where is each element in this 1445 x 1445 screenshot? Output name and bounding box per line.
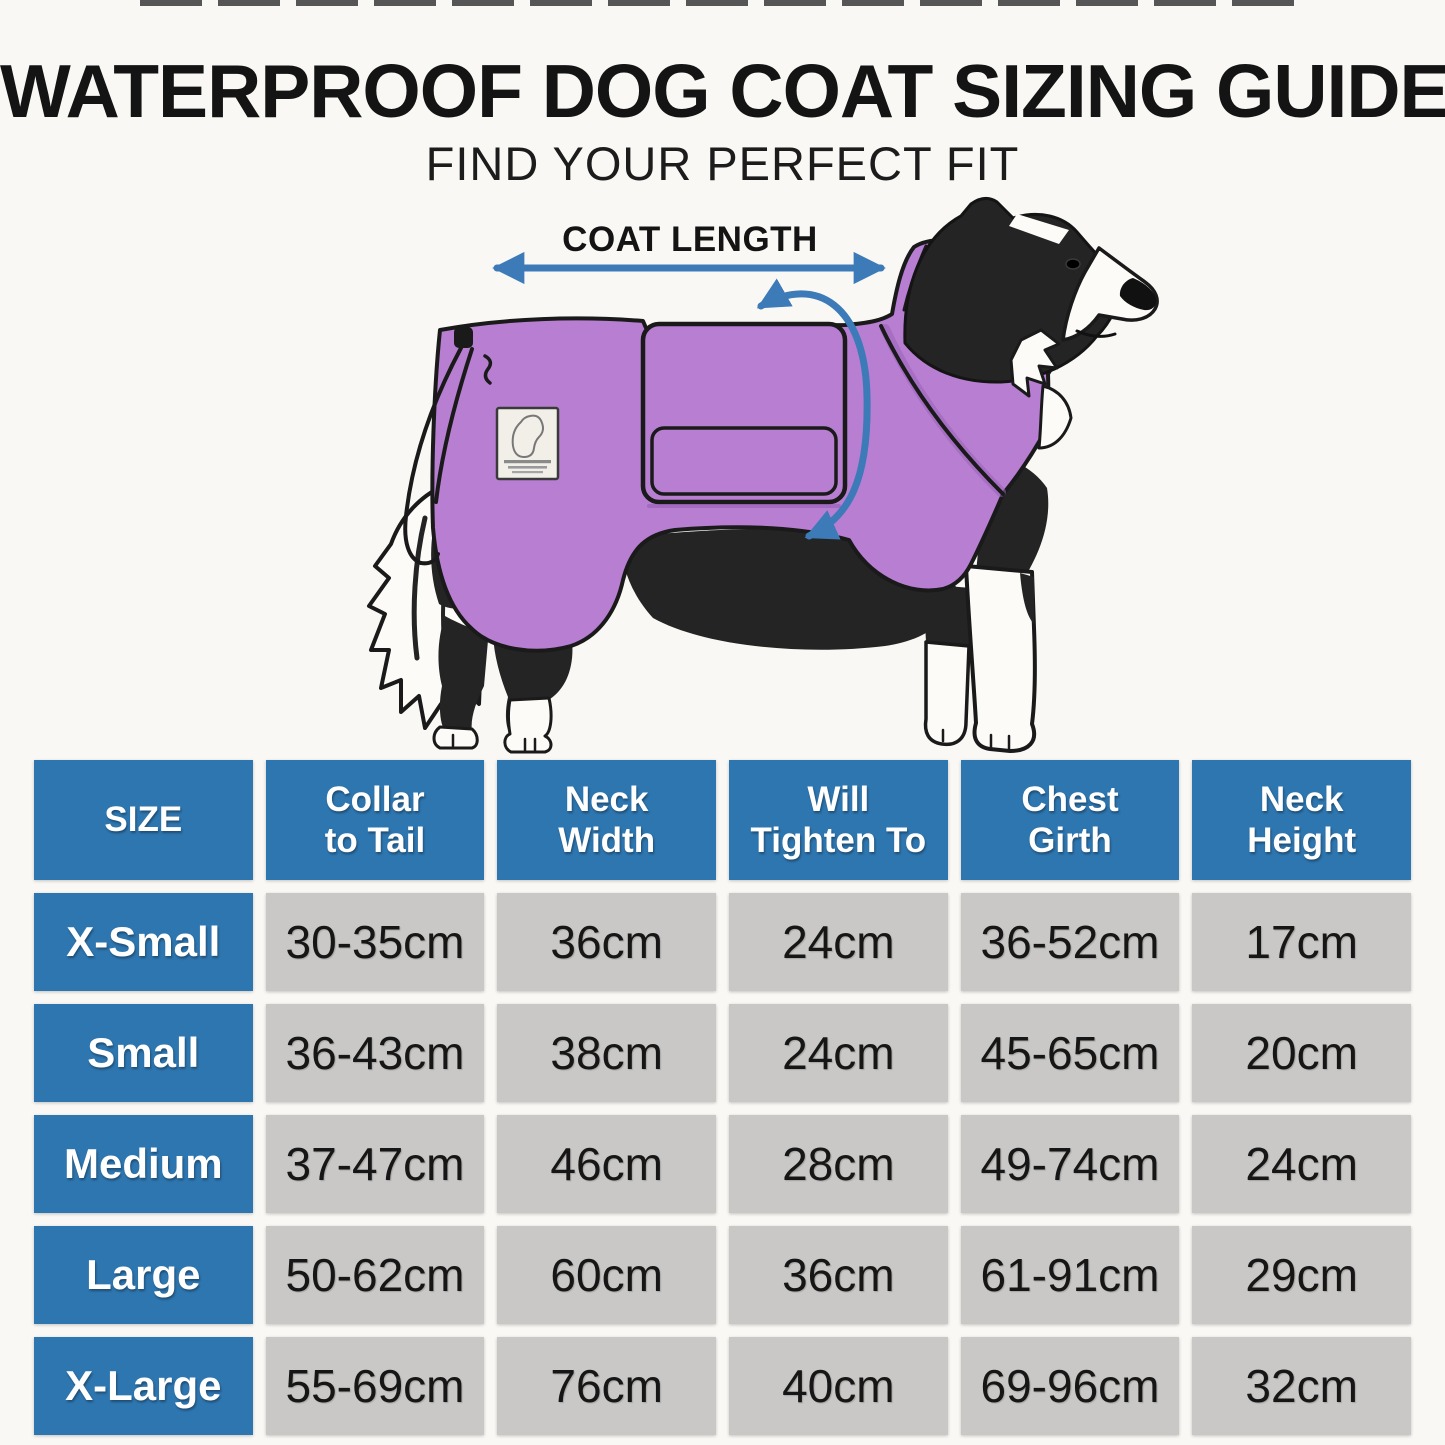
table-cell: 28cm xyxy=(729,1115,948,1213)
top-crop-artifact xyxy=(140,0,1308,6)
chest-girth-arrow xyxy=(756,278,871,540)
eye xyxy=(1065,258,1081,270)
table-cell: 29cm xyxy=(1192,1226,1411,1324)
table-cell: 24cm xyxy=(729,1004,948,1102)
header-cell-chest-girth: Chest Girth xyxy=(960,760,1180,880)
dog-illustration xyxy=(367,197,1159,754)
table-cell: 30-35cm xyxy=(265,893,485,991)
table-cell: 45-65cm xyxy=(960,1004,1180,1102)
size-cell-medium: Medium xyxy=(34,1115,253,1213)
table-cell: 20cm xyxy=(1192,1004,1411,1102)
nape-blaze xyxy=(1009,214,1069,244)
size-cell-large: Large xyxy=(34,1226,253,1324)
nose xyxy=(1119,278,1157,311)
table-cell: 37-47cm xyxy=(265,1115,485,1213)
table-cell: 24cm xyxy=(729,893,948,991)
size-cell-x-large: X-Large xyxy=(34,1337,253,1435)
table-cell: 50-62cm xyxy=(265,1226,485,1324)
table-cell: 49-74cm xyxy=(960,1115,1180,1213)
chest-blaze xyxy=(1037,384,1073,450)
coat-flap xyxy=(640,321,848,508)
table-cell: 76cm xyxy=(497,1337,716,1435)
table-cell: 36-52cm xyxy=(960,893,1180,991)
size-table: SIZE Collar to Tail Neck Width Will Tigh… xyxy=(34,760,1411,1435)
table-cell: 36-43cm xyxy=(265,1004,485,1102)
table-cell: 24cm xyxy=(1192,1115,1411,1213)
table-cell: 36cm xyxy=(497,893,716,991)
table-cell: 60cm xyxy=(497,1226,716,1324)
table-cell: 46cm xyxy=(497,1115,716,1213)
page-subtitle: FIND YOUR PERFECT FIT xyxy=(425,137,1020,190)
muzzle xyxy=(1061,246,1159,342)
tag-dog-icon xyxy=(511,414,544,458)
header-cell-will-tighten-to: Will Tighten To xyxy=(729,760,948,880)
table-cell: 61-91cm xyxy=(960,1226,1180,1324)
page-title: WATERPROOF DOG COAT SIZING GUIDE xyxy=(0,49,1445,133)
header-cell-neck-width: Neck Width xyxy=(497,760,716,880)
drawstring xyxy=(403,327,493,566)
header-cell-collar-to-tail: Collar to Tail xyxy=(265,760,485,880)
dog-hind-legs xyxy=(432,616,573,754)
size-cell-x-small: X-Small xyxy=(34,893,253,991)
table-cell: 55-69cm xyxy=(265,1337,485,1435)
dog-front-legs xyxy=(923,564,1037,753)
cheek-fluff xyxy=(1009,328,1061,398)
table-cell: 38cm xyxy=(497,1004,716,1102)
table-cell: 40cm xyxy=(729,1337,948,1435)
brand-tag xyxy=(495,406,560,481)
table-cell: 17cm xyxy=(1192,893,1411,991)
table-cell: 36cm xyxy=(729,1226,948,1324)
dog-head xyxy=(903,197,1159,450)
header-cell-size: SIZE xyxy=(34,760,253,880)
table-cell: 32cm xyxy=(1192,1337,1411,1435)
header-cell-neck-height: Neck Height xyxy=(1192,760,1411,880)
table-cell: 69-96cm xyxy=(960,1337,1180,1435)
size-cell-small: Small xyxy=(34,1004,253,1102)
mouth-line xyxy=(1075,329,1117,338)
